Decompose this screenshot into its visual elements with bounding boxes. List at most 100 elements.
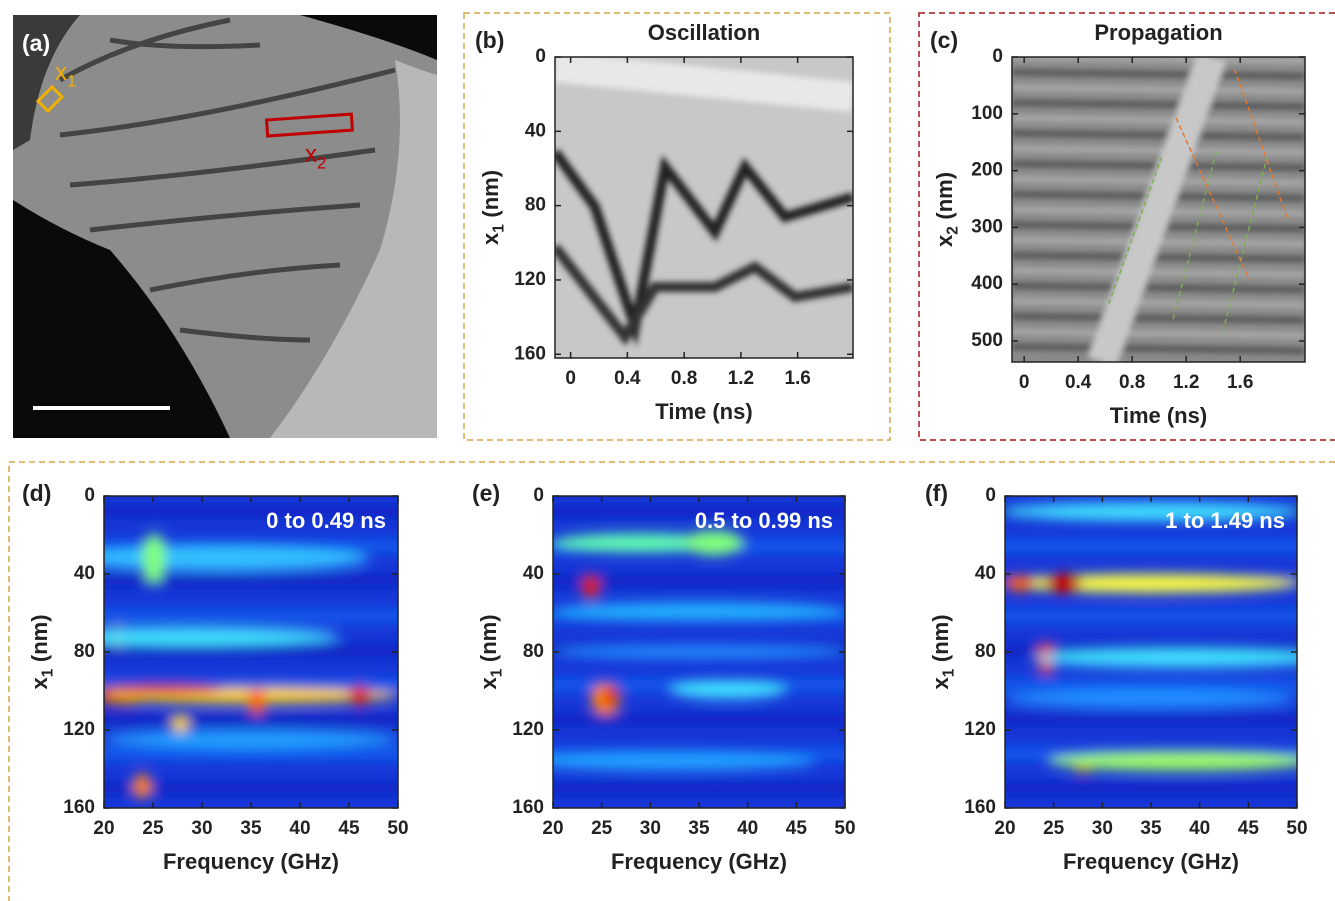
y-tick-label: 160	[512, 797, 544, 818]
y-tick-label: 0	[533, 485, 544, 506]
y-tick-label: 160	[514, 343, 546, 364]
y-tick-label: 120	[964, 719, 996, 740]
blob	[1045, 574, 1081, 593]
stripe	[1012, 282, 1305, 293]
y-tick-label: 40	[975, 563, 996, 584]
panel-label: (d)	[22, 480, 51, 506]
band	[1005, 679, 1297, 691]
x-tick-label: 1.6	[784, 368, 810, 389]
band	[553, 783, 845, 795]
panel-label: (e)	[472, 480, 500, 506]
time-window: 1 to 1.49 ns	[1165, 508, 1285, 533]
stripe	[1012, 298, 1305, 308]
guide-line	[1175, 117, 1251, 280]
blob	[553, 602, 845, 621]
y-tick-label: 80	[74, 641, 95, 662]
stripe	[1012, 252, 1305, 263]
stripe	[1012, 130, 1305, 141]
blob	[1048, 751, 1297, 771]
y-axis-label-main: x	[27, 677, 52, 690]
time-window: 0 to 0.49 ns	[266, 508, 386, 533]
x-tick-label: 35	[1140, 818, 1162, 839]
blob	[1005, 575, 1035, 592]
band	[104, 783, 398, 795]
region-label-main: x	[55, 59, 67, 86]
stripe	[1012, 343, 1305, 354]
stripe	[1012, 115, 1305, 125]
y-axis-label: x1 (nm)	[476, 614, 506, 689]
y-axis-label-unit: (nm)	[478, 170, 503, 218]
y-tick-label: 0	[84, 485, 95, 506]
x-tick-label: 0.8	[671, 368, 697, 389]
stripe	[555, 57, 853, 112]
y-axis-label-unit: (nm)	[476, 614, 501, 662]
y-tick-label: 40	[74, 563, 95, 584]
frame-b	[463, 12, 891, 441]
x-tick-label: 30	[1092, 818, 1113, 839]
stripe	[1012, 99, 1305, 110]
blob	[171, 714, 190, 734]
region-label-main: x	[305, 141, 317, 168]
blob	[684, 530, 743, 556]
y-tick-label: 120	[512, 719, 544, 740]
y-tick-label: 160	[63, 797, 95, 818]
y-axis-label-unit: (nm)	[27, 614, 52, 662]
y-tick-label: 500	[971, 330, 1003, 351]
band	[104, 749, 398, 760]
x-tick-label: 50	[834, 818, 855, 839]
band	[104, 506, 398, 517]
y-axis-label: x1 (nm)	[478, 170, 508, 245]
x-tick-label: 45	[338, 818, 360, 839]
blob	[669, 680, 787, 699]
band	[1005, 610, 1297, 621]
stripe	[555, 243, 853, 346]
x-tick-label: 35	[240, 818, 262, 839]
axes-frame	[554, 56, 854, 359]
chart-title: Oscillation	[648, 20, 760, 45]
x-tick-label: 0.4	[614, 368, 641, 389]
y-tick-label: 400	[971, 273, 1003, 294]
blob	[104, 545, 369, 571]
heatmap-image	[1012, 57, 1305, 362]
image-texture	[555, 57, 853, 347]
blob	[348, 686, 372, 706]
image-texture	[1012, 57, 1305, 362]
stripe	[1087, 57, 1227, 362]
y-tick-label: 120	[514, 269, 546, 290]
band	[553, 575, 845, 587]
frame-c	[918, 12, 1335, 441]
x-tick-label: 1.6	[1227, 372, 1253, 393]
blob	[553, 645, 845, 659]
blob	[1005, 689, 1297, 709]
chart-title: Propagation	[1094, 20, 1222, 45]
y-axis-label: x1 (nm)	[928, 614, 958, 689]
y-tick-label: 100	[971, 103, 1003, 124]
panel-label: (a)	[22, 30, 50, 56]
blob	[1005, 502, 1297, 521]
region-label-sub: 2	[317, 154, 326, 173]
heatmap-texture	[553, 506, 845, 795]
guide-line	[1233, 68, 1289, 219]
axes-frame	[1011, 56, 1306, 363]
stripe	[1012, 313, 1305, 324]
y-axis-label-main: x	[478, 232, 503, 245]
region-label: x1	[55, 59, 76, 90]
y-tick-label: 0	[985, 485, 996, 506]
x-axis-label: Frequency (GHz)	[1063, 849, 1239, 874]
heatmap-texture	[1005, 502, 1297, 795]
guide-line	[1222, 157, 1268, 332]
y-axis-label-main: x	[476, 677, 501, 690]
guide-line	[1107, 157, 1163, 305]
x-axis-label: Time (ns)	[1110, 403, 1207, 428]
x-tick-label: 30	[191, 818, 212, 839]
y-tick-label: 80	[523, 641, 544, 662]
y-axis-label: x1 (nm)	[27, 614, 57, 689]
x-tick-label: 35	[688, 818, 710, 839]
frame-def	[8, 461, 1335, 901]
heatmap-image	[553, 496, 845, 808]
panel-label: (b)	[475, 27, 504, 53]
stripe	[1012, 267, 1305, 278]
band	[1005, 541, 1297, 552]
x-tick-label: 20	[994, 818, 1015, 839]
y-tick-label: 0	[992, 46, 1003, 67]
